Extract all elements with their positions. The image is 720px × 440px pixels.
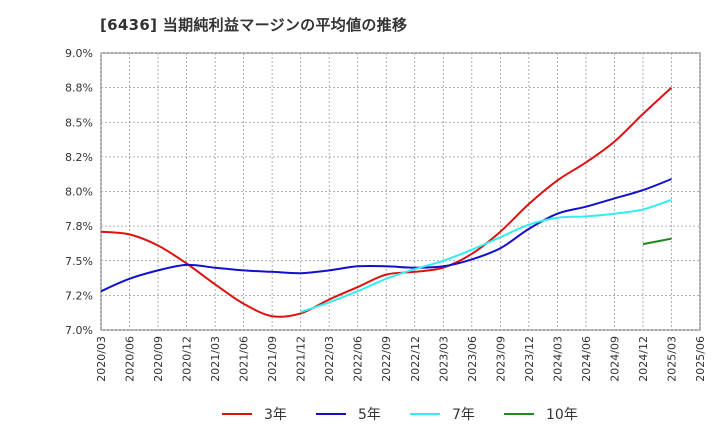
legend-label-3: 10年	[546, 407, 578, 423]
y-tick-label: 8.2%	[65, 151, 93, 164]
x-tick-label: 2020/09	[152, 336, 165, 382]
x-tick-label: 2020/06	[124, 336, 137, 382]
legend-label-1: 5年	[358, 407, 381, 423]
x-tick-label: 2021/12	[295, 336, 308, 382]
x-tick-label: 2023/09	[494, 336, 507, 382]
y-tick-label: 9.0%	[65, 47, 93, 60]
y-tick-label: 7.0%	[65, 324, 93, 337]
y-tick-label: 8.8%	[65, 82, 93, 95]
series-line-1	[100, 178, 672, 293]
y-tick-label: 7.5%	[65, 255, 93, 268]
x-tick-label: 2021/06	[238, 336, 251, 382]
legend: 3年 5年 7年 10年	[222, 407, 578, 423]
x-tick-label: 2022/09	[380, 336, 393, 382]
series-line-0	[100, 86, 673, 318]
series-line-2	[300, 198, 672, 313]
x-tick-label: 2023/03	[437, 336, 450, 382]
x-tick-label: 2020/12	[181, 336, 194, 382]
x-tick-label: 2020/03	[95, 336, 108, 382]
x-tick-label: 2024/03	[551, 336, 564, 382]
grid-layer	[100, 52, 701, 331]
legend-label-2: 7年	[452, 407, 475, 423]
legend-label-0: 3年	[264, 407, 287, 423]
chart-title: [6436] 当期純利益マージンの平均値の推移	[100, 16, 408, 34]
x-tick-label: 2022/03	[323, 336, 336, 382]
x-tick-label: 2024/09	[608, 336, 621, 382]
x-tick-label: 2023/12	[523, 336, 536, 382]
x-tick-label: 2022/06	[352, 336, 365, 382]
x-tick-label: 2024/12	[637, 336, 650, 382]
y-tick-label: 7.2%	[65, 289, 93, 302]
x-tick-label: 2021/03	[209, 336, 222, 382]
x-tick-label: 2025/03	[665, 336, 678, 382]
y-tick-label: 7.8%	[65, 220, 93, 233]
x-tick-label: 2024/06	[580, 336, 593, 382]
y-tick-label: 8.5%	[65, 116, 93, 129]
x-tick-label: 2023/06	[466, 336, 479, 382]
x-tick-label: 2022/12	[409, 336, 422, 382]
series-layer	[100, 86, 673, 318]
y-tick-label: 8.0%	[65, 186, 93, 199]
x-tick-label: 2021/09	[266, 336, 279, 382]
x-tick-label: 2025/06	[694, 336, 707, 382]
axis-layer: 9.0%8.8%8.5%8.2%8.0%7.8%7.5%7.2%7.0%2020…	[65, 47, 707, 382]
series-line-3	[642, 237, 672, 246]
plot-frame	[100, 52, 701, 331]
